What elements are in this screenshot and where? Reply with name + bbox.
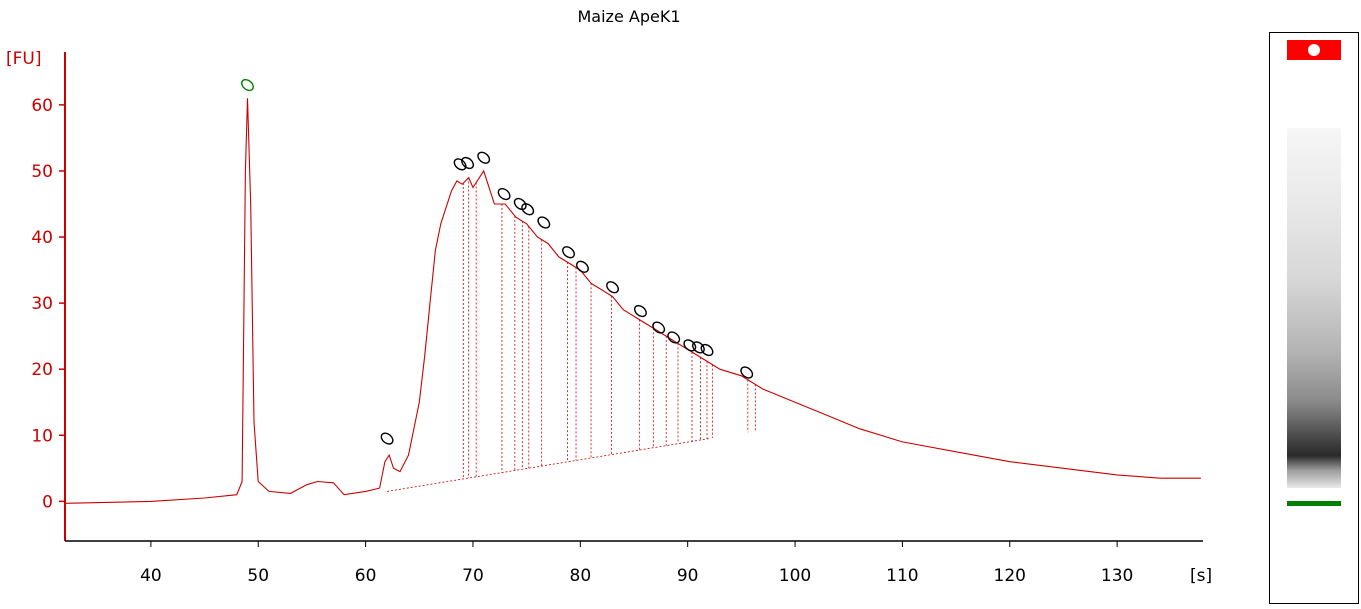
- chart-title: Maize ApeK1: [578, 7, 681, 26]
- peak-marker: [453, 158, 467, 171]
- x-axis-unit: [s]: [1190, 566, 1212, 586]
- peak-marker: [477, 151, 491, 164]
- peak-marker: [562, 246, 575, 259]
- y-tick-label: 60: [31, 96, 53, 116]
- y-tick-label: 10: [31, 426, 53, 446]
- peak-marker: [691, 341, 705, 354]
- x-tick-label: 80: [570, 566, 592, 586]
- peak-marker: [700, 343, 714, 357]
- gel-lower-marker: [1287, 501, 1341, 506]
- y-axis-unit: [FU]: [6, 49, 42, 69]
- peak-marker: [576, 260, 589, 273]
- x-tick-label: 130: [1101, 566, 1133, 586]
- baseline-line: [387, 438, 710, 492]
- x-tick-label: 120: [994, 566, 1026, 586]
- x-tick-label: 70: [462, 566, 484, 586]
- axes: [64, 52, 1203, 542]
- peak-marker: [461, 156, 475, 170]
- peak-marker: [652, 321, 666, 334]
- peak-marker: [740, 366, 754, 379]
- x-tick-label: 100: [779, 566, 811, 586]
- x-tick-label: 50: [247, 566, 269, 586]
- x-tick-label: 90: [677, 566, 699, 586]
- y-tick-label: 30: [31, 294, 53, 314]
- y-ticks: 0 10 20 30 40 50 60: [31, 96, 65, 512]
- baseline-group: [387, 438, 710, 492]
- gel-smear: [1287, 128, 1341, 488]
- x-tick-label: 40: [140, 566, 162, 586]
- y-tick-label: 50: [31, 162, 53, 182]
- peak-marker: [380, 432, 394, 445]
- gel-lane: [1269, 32, 1359, 604]
- peak-marker: [497, 187, 511, 201]
- y-tick-label: 40: [31, 228, 53, 248]
- peak-marker: [241, 78, 254, 92]
- fluorescence-trace: [64, 98, 1201, 504]
- gel-marker-dot: [1308, 44, 1320, 56]
- peak-marker: [521, 203, 535, 216]
- peak-marker: [633, 304, 647, 318]
- peak-marker: [606, 281, 619, 294]
- gel-top-marker-band: [1287, 40, 1341, 60]
- series-group: [64, 98, 1201, 504]
- x-ticks: 40 50 60 70 80 90 100 110 120 130: [140, 541, 1133, 586]
- x-tick-label: 60: [355, 566, 377, 586]
- peak-markers: [241, 78, 754, 445]
- peak-marker: [667, 331, 681, 344]
- x-tick-label: 110: [886, 566, 918, 586]
- y-tick-label: 0: [42, 492, 53, 512]
- peak-marker: [537, 216, 551, 229]
- peak-dividers: [462, 177, 756, 479]
- electropherogram: Maize ApeK1 [FU] [s] 0 10 20 30 40 50 60 40 50 6…: [6, 7, 1212, 586]
- y-tick-label: 20: [31, 360, 53, 380]
- peak-marker: [513, 197, 527, 211]
